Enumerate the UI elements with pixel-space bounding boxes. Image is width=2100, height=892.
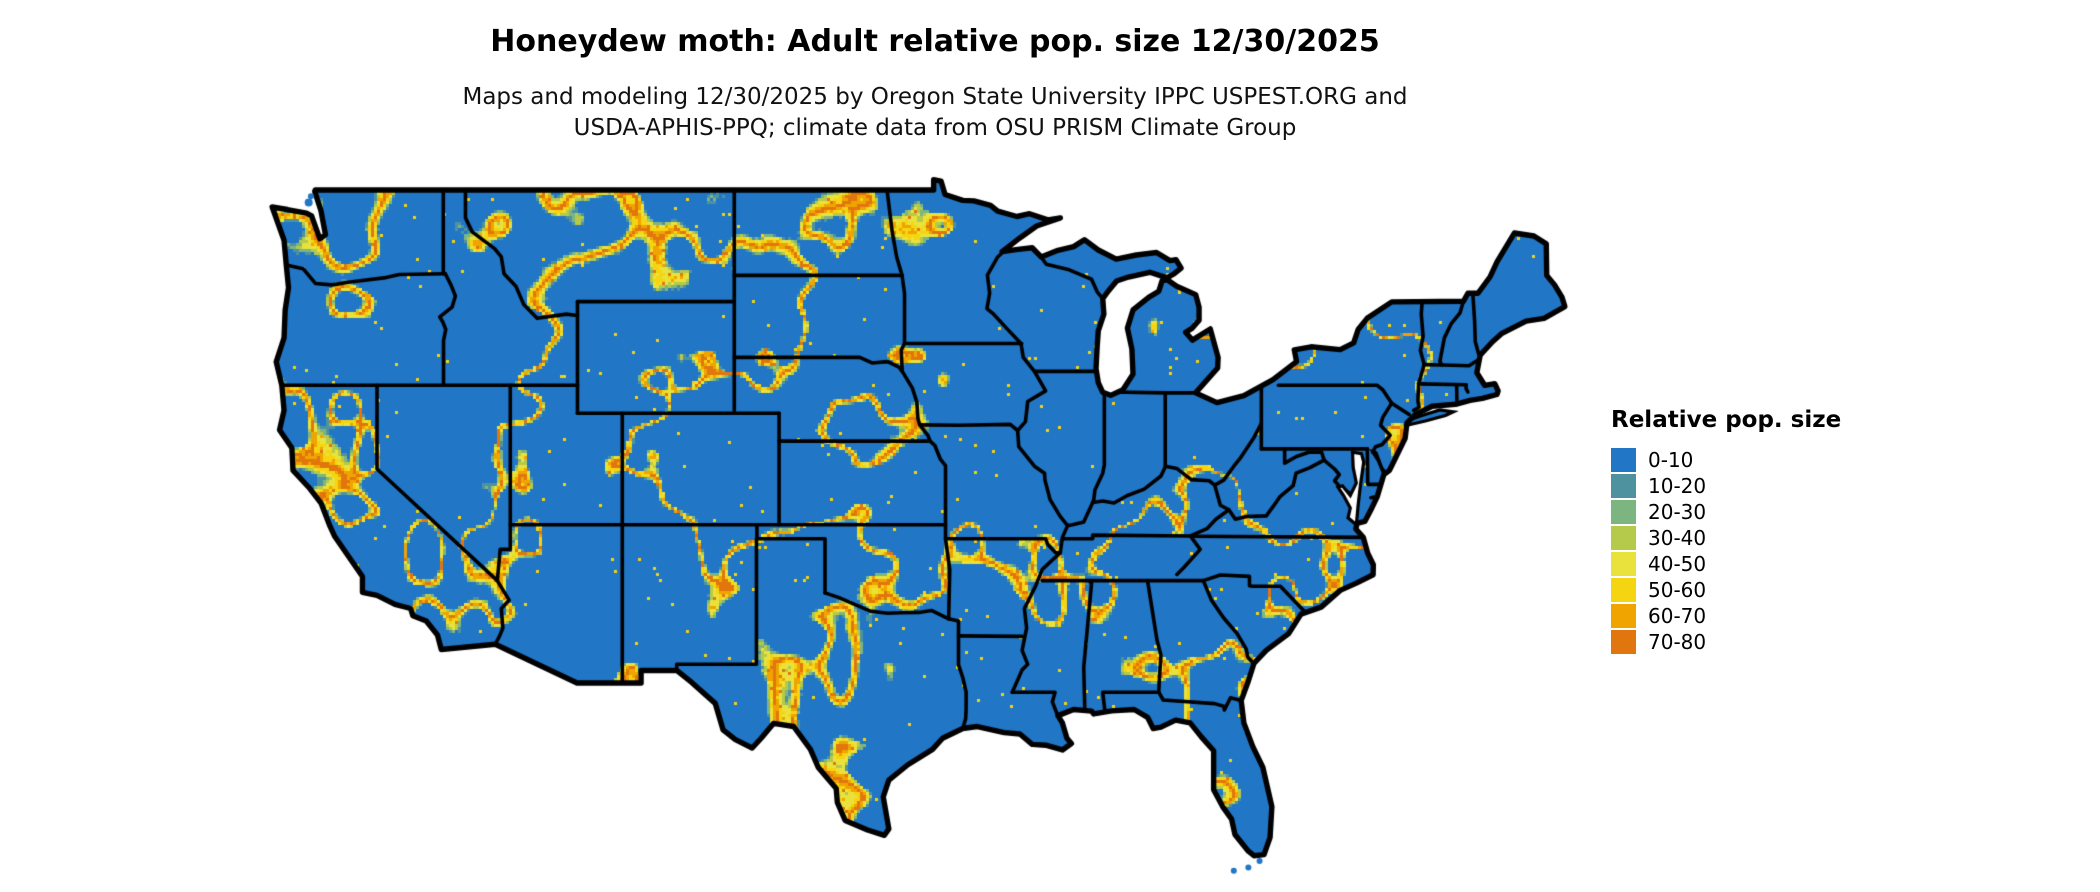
us-map-canvas — [245, 165, 1605, 892]
legend-swatch — [1611, 526, 1636, 550]
legend-item: 40-50 — [1611, 552, 1841, 576]
subtitle-line-1: Maps and modeling 12/30/2025 by Oregon S… — [462, 84, 1408, 110]
legend-item: 20-30 — [1611, 500, 1841, 524]
legend-item: 0-10 — [1611, 448, 1841, 472]
legend-item: 70-80 — [1611, 630, 1841, 654]
legend-item: 60-70 — [1611, 604, 1841, 628]
map-title: Honeydew moth: Adult relative pop. size … — [490, 24, 1380, 59]
legend-swatch — [1611, 448, 1636, 472]
legend-label: 70-80 — [1648, 630, 1707, 654]
legend-swatch — [1611, 500, 1636, 524]
legend-label: 60-70 — [1648, 604, 1707, 628]
legend-label: 40-50 — [1648, 552, 1707, 576]
legend-label: 0-10 — [1648, 448, 1694, 472]
legend-swatch — [1611, 578, 1636, 602]
legend: Relative pop. size 0-10 10-20 20-30 30-40 40… — [1611, 407, 1841, 656]
legend-swatch — [1611, 552, 1636, 576]
map-subtitle: Maps and modeling 12/30/2025 by Oregon S… — [0, 82, 1870, 144]
legend-swatch — [1611, 630, 1636, 654]
subtitle-line-2: USDA-APHIS-PPQ; climate data from OSU PR… — [573, 115, 1297, 141]
legend-item: 10-20 — [1611, 474, 1841, 498]
legend-title: Relative pop. size — [1611, 407, 1842, 433]
legend-item: 50-60 — [1611, 578, 1841, 602]
legend-label: 50-60 — [1648, 578, 1707, 602]
legend-swatch — [1611, 474, 1636, 498]
legend-item: 30-40 — [1611, 526, 1841, 550]
legend-label: 10-20 — [1648, 474, 1707, 498]
legend-label: 30-40 — [1648, 526, 1707, 550]
legend-swatch — [1611, 604, 1636, 628]
legend-label: 20-30 — [1648, 500, 1707, 524]
legend-items: 0-10 10-20 20-30 30-40 40-50 50-60 60-70 70-80 — [1611, 448, 1841, 654]
